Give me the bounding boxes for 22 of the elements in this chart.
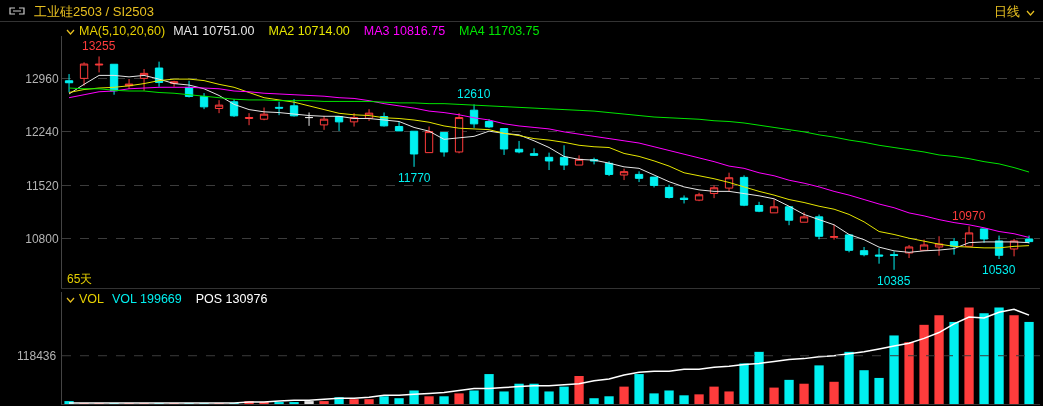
text: MA4 11703.75 — [459, 24, 540, 38]
annotation: 65天 — [67, 272, 93, 286]
annotation: 12610 — [457, 87, 491, 101]
y-tick-label: 11520 — [26, 178, 59, 193]
y-tick-label: 10800 — [25, 232, 59, 247]
annotation: 10385 — [877, 274, 911, 288]
y-tick-label: 12240 — [25, 125, 59, 140]
text: 118436 — [17, 349, 57, 363]
legend-title: MA(5,10,20,60) — [79, 24, 166, 38]
text: MA2 10714.00 — [268, 24, 350, 38]
text: POS 130976 — [195, 292, 268, 306]
annotation: 11770 — [398, 171, 431, 185]
text: 日线 — [994, 3, 1022, 21]
text: VOL 199669 — [112, 292, 182, 306]
chart-title: 工业硅2503 / SI2503 — [34, 3, 154, 21]
y-tick-label: 12960 — [25, 71, 59, 86]
annotation: 13255 — [82, 39, 116, 53]
text: MA3 10816.75 — [363, 24, 446, 38]
legend-title: VOL — [79, 292, 105, 306]
annotation: 10530 — [982, 263, 1016, 277]
annotation: 10970 — [952, 209, 986, 223]
text: MA1 10751.00 — [173, 24, 255, 38]
